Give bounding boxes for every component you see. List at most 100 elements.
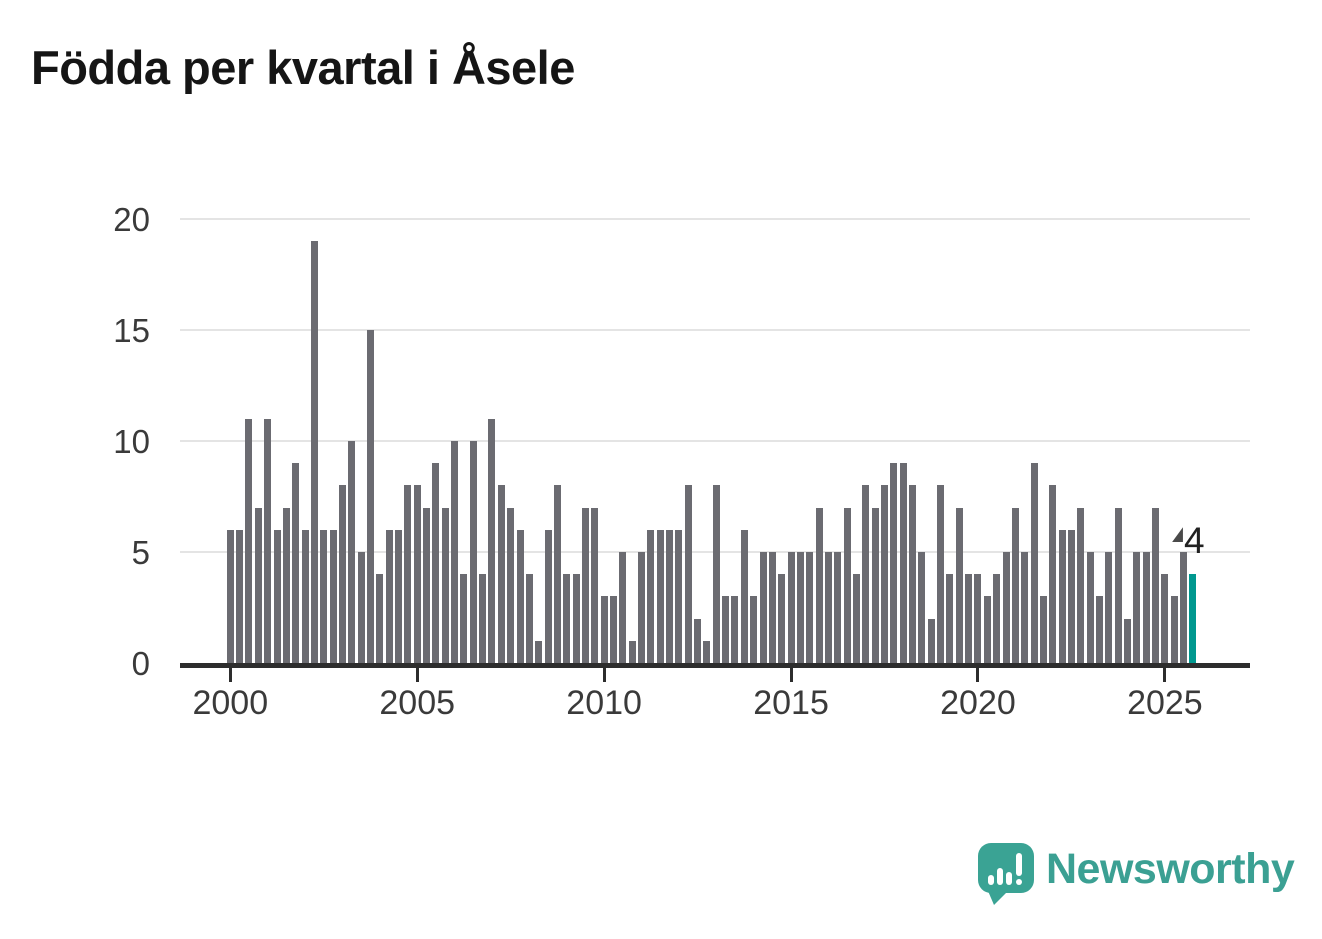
bar: [423, 508, 431, 663]
bar: [357, 552, 365, 663]
bar: [1002, 552, 1010, 663]
y-axis-label: 15: [113, 312, 150, 349]
bar: [563, 574, 571, 663]
x-axis-tick: [602, 668, 606, 682]
x-axis-tick: [1163, 668, 1167, 682]
bar: [778, 574, 786, 663]
bar: [852, 574, 860, 663]
bar: [1133, 552, 1141, 663]
bar: [413, 485, 421, 663]
bar: [451, 441, 459, 663]
mini-bar-icon: [988, 875, 994, 885]
bar: [432, 463, 440, 663]
logo-text: Newsworthy: [1046, 845, 1295, 893]
bar: [1170, 596, 1178, 663]
bar: [750, 596, 758, 663]
page-title: Födda per kvartal i Åsele: [31, 41, 575, 94]
exclamation-dot-icon: [1016, 879, 1022, 885]
bar: [460, 574, 468, 663]
bar: [1161, 574, 1169, 663]
bar: [497, 485, 505, 663]
bar: [759, 552, 767, 663]
bar: [628, 641, 636, 663]
bar: [310, 241, 318, 663]
bar: [983, 596, 991, 663]
bar: [806, 552, 814, 663]
bar: [731, 596, 739, 663]
bar: [1142, 552, 1150, 663]
exclamation-icon: [1016, 853, 1022, 876]
x-axis-line: [180, 663, 1250, 668]
bar: [1058, 530, 1066, 663]
bar: [1077, 508, 1085, 663]
annotation-label: 4: [1183, 520, 1205, 562]
bar: [479, 574, 487, 663]
bar: [535, 641, 543, 663]
bar: [834, 552, 842, 663]
bar: [329, 530, 337, 663]
gridline: [180, 218, 1250, 220]
bar: [946, 574, 954, 663]
bar: [1180, 552, 1188, 663]
bar: [609, 596, 617, 663]
bar: [666, 530, 674, 663]
bar: [1030, 463, 1038, 663]
bar: [1152, 508, 1160, 663]
bar: [647, 530, 655, 663]
bar: [694, 619, 702, 663]
annotation-marker-icon: [1171, 527, 1183, 543]
logo-bubble-tail: [988, 891, 1008, 905]
bar: [264, 419, 272, 663]
bar: [684, 485, 692, 663]
logo-bubble-icon: [978, 843, 1034, 893]
bar: [918, 552, 926, 663]
bar: [862, 485, 870, 663]
bar: [581, 508, 589, 663]
x-axis-tick: [789, 668, 793, 682]
bar: [1067, 530, 1075, 663]
bar: [236, 530, 244, 663]
bar: [815, 508, 823, 663]
bar: [226, 530, 234, 663]
y-axis-label: 10: [113, 423, 150, 460]
bar: [292, 463, 300, 663]
x-axis-tick: [228, 668, 232, 682]
bar: [1086, 552, 1094, 663]
y-axis-label: 20: [113, 201, 150, 238]
bar: [254, 508, 262, 663]
bar: [469, 441, 477, 663]
bar: [843, 508, 851, 663]
mini-bar-icon: [1006, 872, 1012, 885]
bar: [1011, 508, 1019, 663]
bar: [1095, 596, 1103, 663]
bar: [1105, 552, 1113, 663]
bar: [544, 530, 552, 663]
mini-chart-icon: [988, 853, 1028, 885]
bar: [1021, 552, 1029, 663]
bar: [909, 485, 917, 663]
bar: [619, 552, 627, 663]
bar: [441, 508, 449, 663]
bar: [516, 530, 524, 663]
bar: [638, 552, 646, 663]
bar: [553, 485, 561, 663]
bar: [572, 574, 580, 663]
bar: [955, 508, 963, 663]
bar: [881, 485, 889, 663]
bar: [301, 530, 309, 663]
bar: [824, 552, 832, 663]
bar: [796, 552, 804, 663]
bar: [993, 574, 1001, 663]
x-axis-label: 2000: [192, 684, 269, 722]
bar: [338, 485, 346, 663]
bar: [1114, 508, 1122, 663]
y-axis-label: 5: [131, 534, 150, 571]
bar: [965, 574, 973, 663]
bar: [404, 485, 412, 663]
x-axis-tick: [976, 668, 980, 682]
bar: [712, 485, 720, 663]
x-axis-label: 2025: [1127, 684, 1203, 722]
bar: [320, 530, 328, 663]
